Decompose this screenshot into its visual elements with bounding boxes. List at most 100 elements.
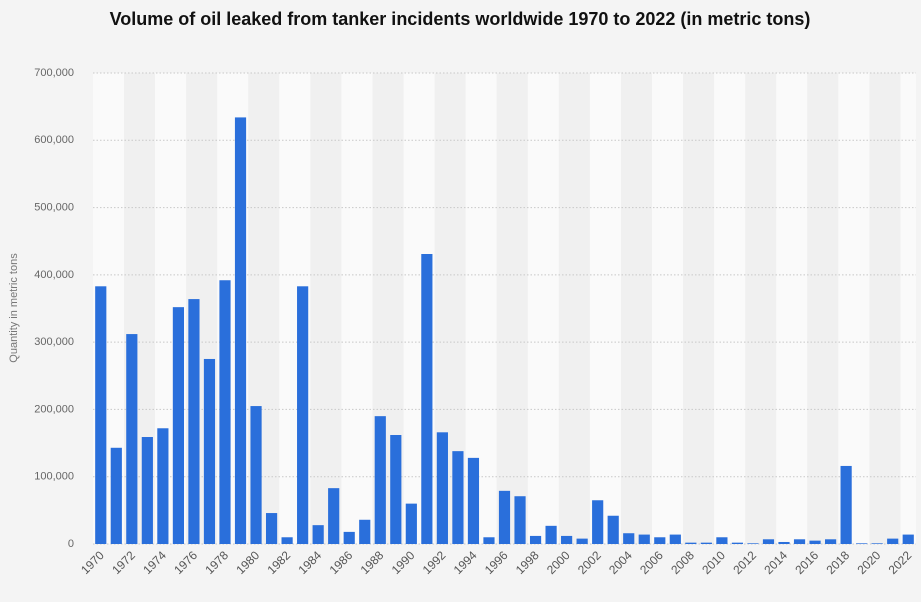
plot-band [900,73,916,544]
bar [328,488,340,544]
y-tick-label: 500,000 [34,201,74,213]
bar [592,500,604,544]
bar [452,451,464,544]
bar [623,533,635,544]
x-tick-label: 1984 [296,548,325,577]
x-tick-label: 1990 [389,548,418,577]
x-tick-label: 2016 [792,548,821,577]
bar [126,334,138,544]
bar [731,542,744,544]
bar [856,543,868,544]
bar [374,416,386,544]
x-tick-label: 2020 [855,548,884,577]
y-tick-label: 100,000 [34,471,74,483]
bar [545,525,557,544]
bar [809,540,821,544]
plot-band [496,73,528,544]
bar [234,117,247,544]
x-tick-label: 2010 [699,548,728,577]
x-tick-label: 1976 [171,548,200,577]
bar [421,253,433,544]
plot-band [620,73,653,544]
x-tick-label: 2012 [730,548,759,577]
bar [265,513,278,544]
bar [840,465,852,544]
x-tick-label: 1982 [264,548,293,577]
bar [297,286,309,544]
y-tick-label: 600,000 [34,134,74,146]
bar [498,490,511,544]
x-tick-label: 2002 [575,548,604,577]
bar [141,437,153,544]
plot-band [527,73,559,544]
x-tick-label: 1974 [140,548,169,577]
plot-bands [93,73,916,544]
x-tick-label: 1988 [358,548,387,577]
x-tick-label: 1994 [451,548,480,577]
bar [685,542,697,544]
bar [359,519,371,544]
bar [793,539,806,544]
plot-band [310,73,342,544]
bar [607,515,619,544]
bar [95,286,107,544]
bar [483,537,495,544]
bar [762,539,775,544]
bar [654,537,666,544]
x-tick-label: 1970 [78,548,107,577]
bar [576,538,588,544]
x-tick-label: 2008 [668,548,697,577]
bar [871,543,883,544]
plot-band [776,73,808,544]
bar [638,534,650,544]
plot-band [869,73,901,544]
bar [825,539,837,544]
bar [405,503,417,544]
bar [529,535,542,544]
bar [514,496,526,544]
x-tick-label: 2006 [637,548,666,577]
x-tick-label: 2022 [886,548,915,577]
bar [700,542,712,544]
bar [716,537,728,544]
bar [219,280,231,544]
bar [561,535,573,544]
bar [281,537,293,544]
bar [250,406,262,544]
bar [172,307,184,544]
bar [188,299,200,544]
bar [390,434,402,544]
y-axis-title: Quantity in metric tons [8,253,20,363]
x-tick-label: 2018 [823,548,852,577]
x-tick-label: 2004 [606,548,635,577]
x-tick-label: 1980 [233,548,262,577]
plot-band [683,73,715,544]
bar [669,534,681,544]
plot-band [652,73,684,544]
y-tick-label: 300,000 [34,336,74,348]
plot-band [838,73,870,544]
bar [747,543,759,544]
plot-band [745,73,777,544]
x-tick-label: 1996 [482,548,511,577]
x-tick-label: 1992 [420,548,449,577]
chart-title: Volume of oil leaked from tanker inciden… [110,9,811,29]
plot-band [714,73,746,544]
plot-band [589,73,621,544]
bar [436,432,448,544]
y-tick-label: 400,000 [34,269,74,281]
y-tick-label: 0 [68,538,74,550]
bar [157,428,169,544]
bar [887,538,899,544]
y-tick-label: 700,000 [34,67,74,79]
plot-band [558,73,590,544]
x-tick-label: 1986 [327,548,356,577]
bar [778,541,790,544]
x-tick-label: 2014 [761,548,790,577]
x-tick-label: 1978 [202,548,231,577]
plot-band [341,73,373,544]
bar [467,457,480,544]
bar [312,525,324,544]
